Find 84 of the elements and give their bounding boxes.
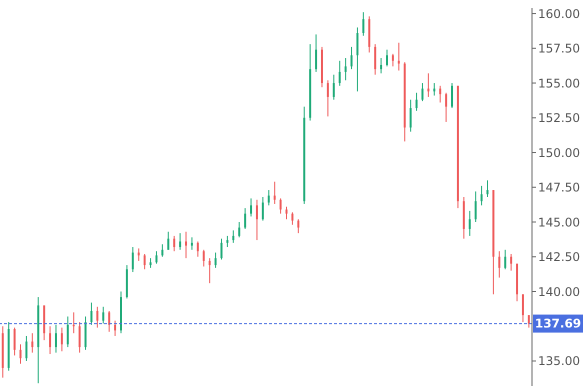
candlestick xyxy=(244,208,246,230)
y-tick-label: 160.00 xyxy=(538,6,580,21)
candlestick xyxy=(522,294,524,323)
candlestick xyxy=(421,82,424,102)
candlestick xyxy=(498,250,500,278)
candlestick xyxy=(410,99,412,132)
y-tick-label: 142.50 xyxy=(538,250,580,264)
candlestick xyxy=(167,231,170,250)
candlestick xyxy=(504,249,506,270)
candlestick xyxy=(291,212,294,226)
candlestick xyxy=(398,42,400,72)
candlestick xyxy=(374,44,376,76)
candlestick xyxy=(25,335,28,362)
candlestick xyxy=(161,244,164,258)
candlestick xyxy=(96,306,98,328)
candlestick xyxy=(416,92,418,112)
candlestick xyxy=(226,235,228,248)
candlestick xyxy=(60,327,63,352)
candlestick xyxy=(274,181,276,204)
candlestick xyxy=(362,12,364,36)
candlestick xyxy=(31,332,34,354)
y-tick-label: 150.00 xyxy=(538,146,580,160)
candlestick xyxy=(208,258,211,284)
candlestick xyxy=(445,92,448,122)
candlestick xyxy=(232,230,234,244)
candlestick xyxy=(427,72,430,98)
candlestick xyxy=(326,80,329,117)
candlestick xyxy=(114,320,116,336)
candlestick xyxy=(386,49,388,67)
candlestick xyxy=(268,190,270,206)
candlestick xyxy=(132,246,134,273)
y-tick-label: 147.50 xyxy=(538,180,580,195)
candlestick xyxy=(480,185,483,206)
candlestick xyxy=(486,180,488,198)
candlestick xyxy=(439,85,442,103)
candlestick xyxy=(474,190,477,223)
candlestick xyxy=(102,306,104,324)
candlestick xyxy=(14,327,16,356)
candlestick xyxy=(433,82,436,96)
candlestick xyxy=(196,240,199,258)
candlestick xyxy=(344,58,347,81)
y-tick-label: 145.00 xyxy=(538,215,580,230)
candlestick xyxy=(510,253,512,272)
candlestick xyxy=(350,46,353,70)
candlestick xyxy=(468,210,471,236)
candlestick xyxy=(54,324,57,354)
candlestick xyxy=(173,235,176,252)
candlestick xyxy=(451,82,454,109)
candlestick xyxy=(49,326,52,355)
candlestick xyxy=(356,26,358,92)
candlestick xyxy=(332,74,335,100)
ref-line-label: 137.69 xyxy=(534,316,582,331)
y-tick-label: 157.50 xyxy=(538,42,580,56)
candlestick xyxy=(202,249,205,267)
candlestick xyxy=(392,53,394,67)
candlestick xyxy=(214,252,217,268)
y-tick-label: 155.00 xyxy=(538,76,580,90)
candlestick xyxy=(315,34,318,72)
y-tick-label: 152.50 xyxy=(538,111,580,126)
candlestick xyxy=(528,314,530,328)
y-tick-label: 135.00 xyxy=(538,354,580,368)
candlestick xyxy=(338,60,341,86)
candlestick xyxy=(297,218,300,234)
candlestick xyxy=(280,198,282,214)
candlestick xyxy=(78,322,81,354)
candlestick xyxy=(262,196,264,222)
candlestick xyxy=(380,58,382,74)
candlestick xyxy=(286,206,288,220)
candlestick xyxy=(108,310,110,332)
candlestick xyxy=(256,199,258,241)
candlestick xyxy=(144,253,146,270)
y-tick-label: 140.00 xyxy=(538,284,580,299)
candlestick xyxy=(66,316,69,348)
candlestick xyxy=(150,258,152,268)
candlestick xyxy=(250,198,252,217)
candlestick xyxy=(185,231,188,259)
candlestick xyxy=(155,250,158,264)
candlestick xyxy=(179,232,182,250)
candlestick xyxy=(190,236,193,250)
candlestick xyxy=(90,302,92,326)
candlestick xyxy=(220,238,222,260)
candlestick xyxy=(138,248,140,262)
candlestick xyxy=(20,344,22,364)
candlestick xyxy=(238,222,240,238)
